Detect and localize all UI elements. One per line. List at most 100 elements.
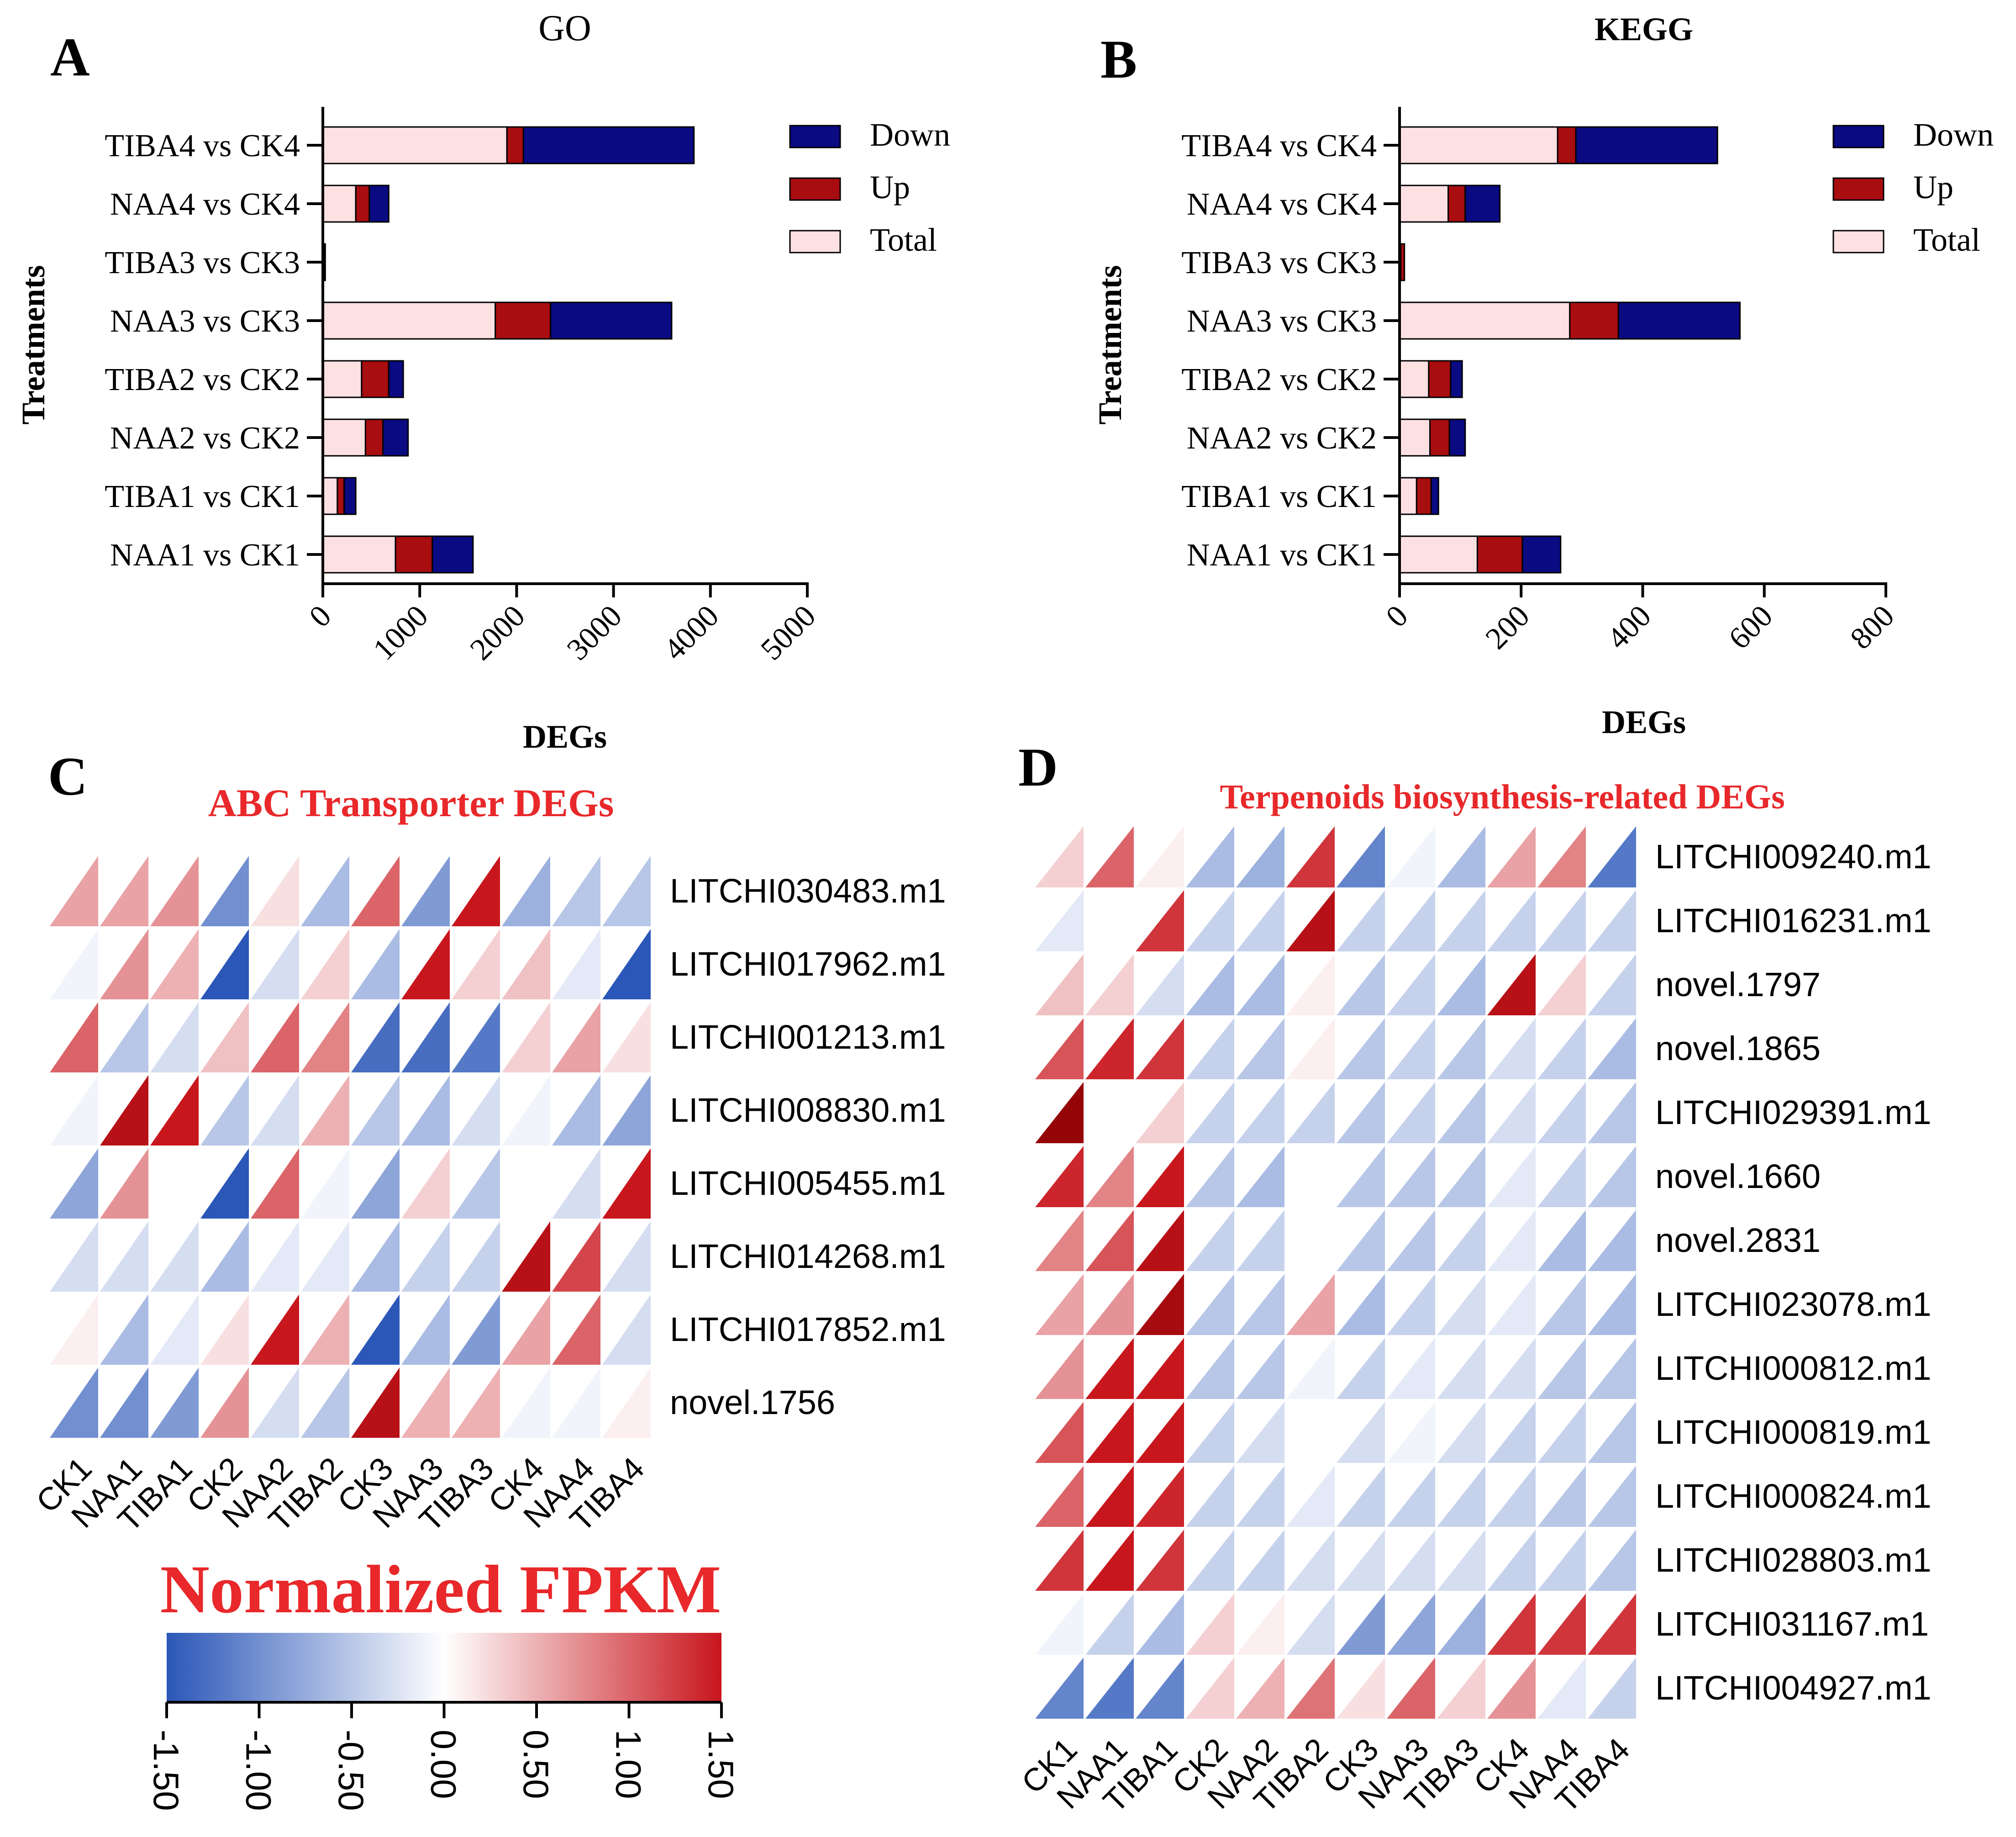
kegg-bar-up-6	[1416, 477, 1432, 515]
terp-cell	[1136, 826, 1184, 887]
terp-cell	[1537, 1018, 1586, 1079]
terp-cell	[1085, 826, 1134, 887]
terp-cell	[1236, 890, 1284, 951]
terp-cell	[1537, 1594, 1586, 1655]
terp-cell	[1286, 1594, 1335, 1655]
terp-cell	[1337, 1530, 1385, 1591]
terp-cell	[1035, 1274, 1084, 1335]
abc-cell	[452, 856, 500, 926]
terp-cell	[1537, 826, 1586, 887]
abc-cell	[251, 1148, 299, 1219]
kegg-category-label: NAA1 vs CK1	[1187, 538, 1377, 573]
terp-row-label: novel.1865	[1655, 1029, 1821, 1067]
abc-cell	[200, 1148, 249, 1219]
colorbar-tick-label: -1.00	[239, 1730, 279, 1811]
terp-cell	[1085, 1274, 1134, 1335]
kegg-bar-down-6	[1430, 477, 1439, 515]
terp-row-label: LITCHI000824.m1	[1655, 1477, 1932, 1515]
terp-cell	[1588, 1402, 1636, 1463]
colorbar-tick-label: 1.00	[609, 1730, 649, 1799]
kegg-category-label: TIBA2 vs CK2	[1181, 362, 1377, 397]
panel-label-c: C	[48, 746, 88, 807]
terp-cell	[1236, 1018, 1284, 1079]
terp-cell	[1387, 1530, 1435, 1591]
terp-cell	[1537, 1274, 1586, 1335]
kegg-legend-label-up: Up	[1913, 169, 1953, 206]
terp-cell	[1537, 1530, 1586, 1591]
terp-cell	[1537, 890, 1586, 951]
go-legend-label-total: Total	[870, 222, 937, 258]
abc-cell	[502, 1221, 550, 1292]
go-legend-label-up: Up	[870, 169, 910, 206]
abc-cell	[100, 1002, 148, 1072]
terp-cell	[1437, 1018, 1485, 1079]
abc-cell	[251, 1075, 299, 1145]
terp-cell	[1487, 954, 1536, 1015]
go-legend-label-down: Down	[870, 116, 950, 153]
abc-cell	[552, 1075, 600, 1145]
terp-cell	[1186, 954, 1234, 1015]
abc-cell	[602, 1075, 651, 1145]
abc-cell	[251, 1294, 299, 1365]
terp-cell	[1186, 1594, 1234, 1655]
terp-cell	[1035, 1210, 1084, 1271]
terp-row-label: LITCHI000819.m1	[1655, 1413, 1932, 1451]
go-bar-down-6	[343, 477, 357, 515]
terp-cell	[1136, 1338, 1184, 1399]
terp-cell	[1186, 890, 1234, 951]
terp-cell	[1085, 1210, 1134, 1271]
abc-cell	[351, 1294, 400, 1365]
terp-cell	[1186, 1658, 1234, 1719]
abc-cell	[602, 1221, 651, 1292]
terp-cell	[1537, 1338, 1586, 1399]
panel-label-b: B	[1100, 29, 1137, 90]
terp-cell	[1487, 1018, 1536, 1079]
abc-cell	[401, 1221, 450, 1292]
terp-cell	[1487, 1658, 1536, 1719]
abc-cell	[502, 1075, 550, 1145]
terp-cell	[1387, 1274, 1435, 1335]
go-bar-up-0	[506, 126, 524, 164]
kegg-bar-down-0	[1575, 126, 1718, 164]
kegg-ylabel: Treatments	[1092, 265, 1128, 424]
go-xtick-label: 5000	[754, 598, 822, 667]
terp-cell	[1136, 1082, 1184, 1143]
abc-cell	[50, 1002, 98, 1072]
kegg-legend-swatch-down	[1832, 125, 1884, 148]
kegg-category-label: NAA3 vs CK3	[1187, 304, 1377, 339]
abc-row-label: LITCHI030483.m1	[670, 872, 946, 910]
terp-cell	[1588, 826, 1636, 887]
terp-cell	[1337, 1658, 1385, 1719]
kegg-category-label: TIBA1 vs CK1	[1181, 479, 1377, 514]
terp-cell	[1337, 1210, 1385, 1271]
kegg-bar-up-2	[1400, 243, 1405, 281]
kegg-title: KEGG	[1595, 11, 1693, 48]
go-bar-up-7	[395, 535, 433, 574]
go-category-label: NAA2 vs CK2	[110, 421, 300, 456]
abc-cell	[150, 1221, 199, 1292]
terp-cell	[1588, 1466, 1636, 1527]
terp-cell	[1387, 1594, 1435, 1655]
abc-cell	[301, 856, 349, 926]
terp-cell	[1186, 1146, 1234, 1207]
terp-cell	[1236, 1466, 1284, 1527]
terp-cell	[1537, 1210, 1586, 1271]
kegg-category-label: NAA2 vs CK2	[1187, 421, 1377, 456]
terp-cell	[1136, 1530, 1184, 1591]
terp-cell	[1337, 954, 1385, 1015]
terp-cell	[1035, 1082, 1084, 1143]
terp-cell	[1537, 1402, 1586, 1463]
terp-cell	[1437, 1594, 1485, 1655]
terp-cell	[1588, 954, 1636, 1015]
terp-cell	[1236, 1594, 1284, 1655]
abc-cell	[351, 1221, 400, 1292]
go-ylabel: Treatments	[15, 265, 52, 424]
abc-cell	[602, 1367, 651, 1438]
terp-cell	[1085, 1146, 1134, 1207]
terp-cell	[1387, 1018, 1435, 1079]
go-bar-total-1	[322, 185, 357, 223]
kegg-xtick-label: 200	[1479, 598, 1536, 656]
kegg-bar-total-0	[1399, 126, 1558, 164]
terp-cell	[1035, 1402, 1084, 1463]
